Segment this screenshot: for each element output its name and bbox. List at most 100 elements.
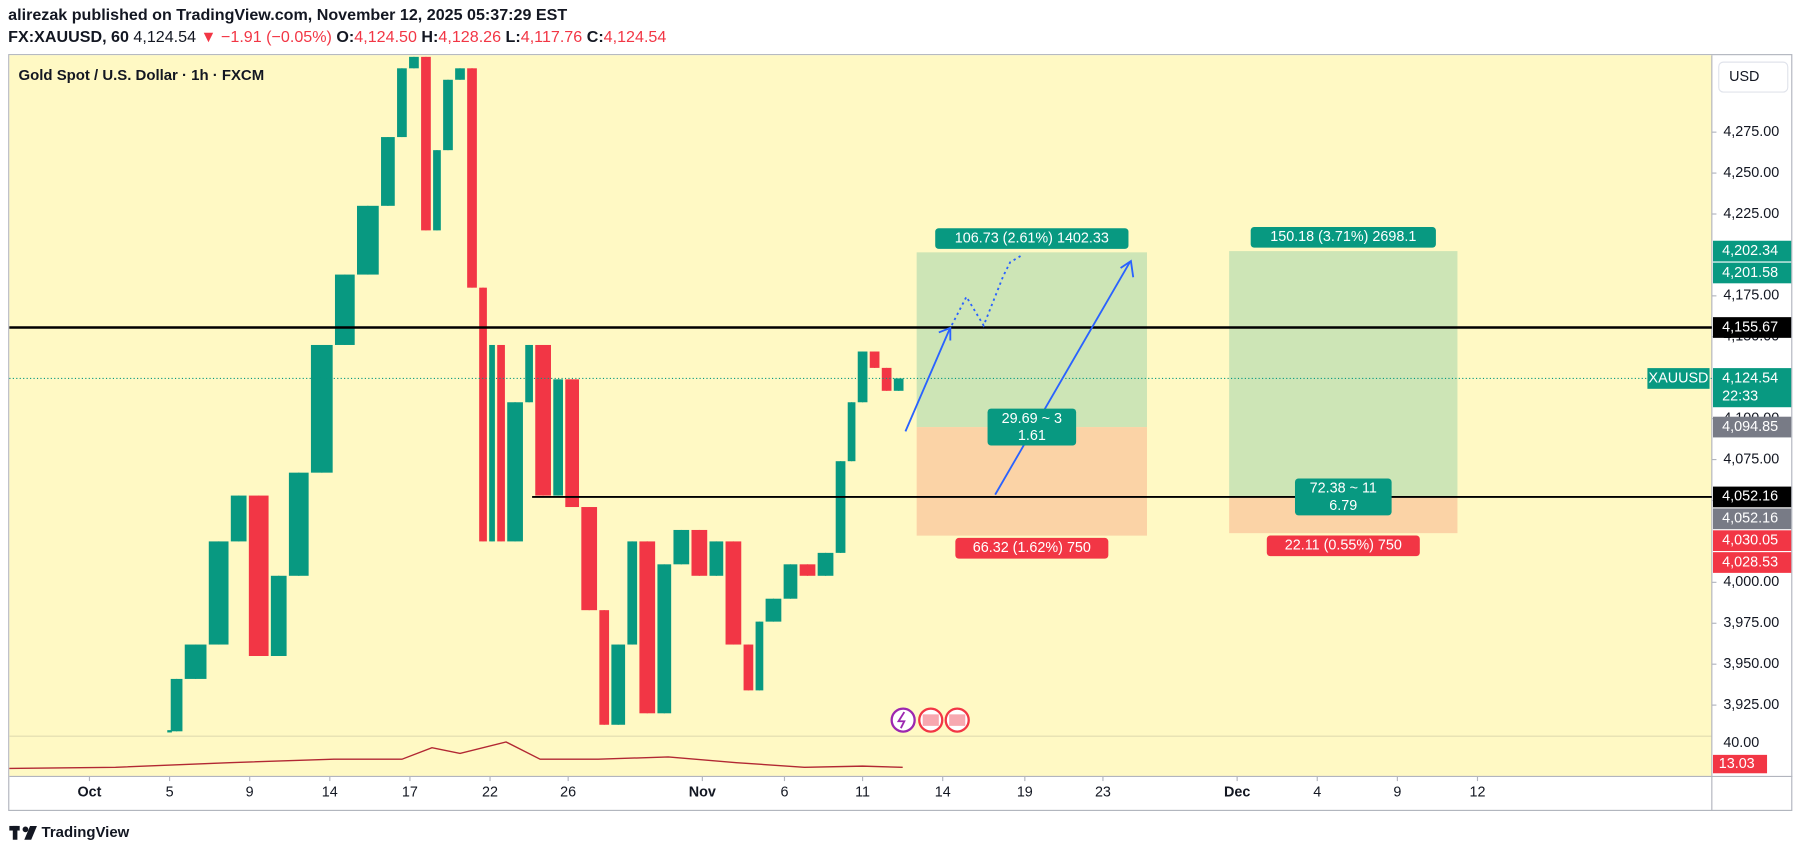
logo-part xyxy=(12,825,18,840)
x-tick-label: 17 xyxy=(402,784,418,800)
candle-body xyxy=(709,541,724,576)
candle-body xyxy=(565,379,580,508)
candle-body xyxy=(881,367,892,391)
candle-body xyxy=(639,541,656,714)
target-pill xyxy=(935,228,1129,249)
currency: USD xyxy=(1729,69,1759,85)
candle-body xyxy=(525,344,533,403)
candle-body xyxy=(489,344,495,542)
price-tag-label: 4,030.05 xyxy=(1722,532,1778,548)
target-zone xyxy=(916,252,1148,428)
author-line: alirezak published on TradingView.com, N… xyxy=(8,6,567,24)
price-tag xyxy=(1712,508,1792,530)
x-tick-label: 23 xyxy=(1095,784,1111,800)
open: 4,124.50 xyxy=(354,28,417,46)
price-tag xyxy=(1712,240,1792,262)
candle-body xyxy=(553,379,564,496)
stop-text: 22.11 (0.55%) 750 xyxy=(1285,538,1402,554)
price-tag-label: 4,094.85 xyxy=(1722,419,1778,435)
arrow-line xyxy=(994,261,1131,496)
candle-body xyxy=(356,205,379,275)
price-tag xyxy=(1712,552,1792,573)
candle-body xyxy=(783,564,798,599)
y-tick-label: 4,225.00 xyxy=(1723,206,1779,222)
last: 4,124.54 xyxy=(133,28,196,46)
y-tick-label: 4,175.00 xyxy=(1723,288,1779,304)
drawings xyxy=(904,254,1135,496)
y-tick-label: 4,275.00 xyxy=(1723,124,1779,140)
candle-body xyxy=(817,552,834,576)
indicator-tick-label: 40.00 xyxy=(1723,735,1759,751)
candle-body xyxy=(507,402,523,542)
candle-body xyxy=(170,678,183,732)
arrow-head xyxy=(1120,259,1135,278)
y-tick-label: 3,925.00 xyxy=(1723,697,1779,713)
price-tag xyxy=(1712,368,1792,408)
currency-box xyxy=(1718,61,1789,93)
x-tick-label: 4 xyxy=(1313,784,1321,800)
candle-body xyxy=(627,541,638,645)
close: 4,124.54 xyxy=(604,28,667,46)
candle-body xyxy=(270,575,287,657)
ratio: 6.79 xyxy=(1329,498,1357,514)
candle-body xyxy=(443,79,453,151)
target-text: 150.18 (3.71%) 2698.1 xyxy=(1270,229,1416,245)
y-tick-label: 4,075.00 xyxy=(1723,451,1779,467)
candle-body xyxy=(857,351,868,403)
candle-body xyxy=(397,68,407,138)
y-tick-label: 3,975.00 xyxy=(1723,615,1779,631)
candle-body xyxy=(725,541,742,645)
candle-body xyxy=(409,56,419,69)
ratio-text: 29.69 ~ 3 xyxy=(1002,411,1062,427)
y-tick-label: 4,250.00 xyxy=(1723,165,1779,181)
candle-body xyxy=(743,644,754,691)
chart-title: Gold Spot / U.S. Dollar · 1h · FXCM xyxy=(19,67,265,84)
x-tick-label: 22 xyxy=(482,784,498,800)
stop-text: 66.32 (1.62%) 750 xyxy=(973,540,1091,556)
event-icons xyxy=(890,707,970,733)
x-tick-label: 14 xyxy=(935,784,951,800)
author: alirezak published on TradingView.com, N… xyxy=(8,6,567,24)
candle-body xyxy=(310,344,333,473)
countdown: 22:33 xyxy=(1722,389,1758,405)
target-zone xyxy=(1229,251,1458,497)
x-tick-label: 6 xyxy=(780,784,788,800)
candle-body xyxy=(869,351,880,368)
candle-body xyxy=(433,150,441,231)
candle-body xyxy=(835,461,846,553)
symbol-tag-label: XAUUSD xyxy=(1649,370,1709,386)
candle-body xyxy=(799,564,816,576)
candle-body xyxy=(467,68,477,288)
candle-body xyxy=(248,495,269,657)
footer-brand: TradingView xyxy=(42,824,130,841)
symbol-tag xyxy=(1647,368,1710,389)
candle-body xyxy=(334,274,355,345)
price-tag xyxy=(1712,416,1792,438)
x-tick-label: 19 xyxy=(1017,784,1033,800)
low: 4,117.76 xyxy=(521,28,583,46)
open-label: O: xyxy=(336,28,354,46)
candle-body xyxy=(599,610,610,725)
x-tick-label: 12 xyxy=(1470,784,1486,800)
candle-body xyxy=(657,564,672,714)
x-tick-label: 11 xyxy=(855,784,870,800)
price-tag xyxy=(1712,530,1792,552)
price-tag-label: 4,202.34 xyxy=(1722,243,1778,259)
candle-body xyxy=(184,644,207,679)
stop-pill xyxy=(955,537,1109,559)
candle-body xyxy=(893,378,904,391)
candle-body xyxy=(381,137,395,206)
x-tick-label: 26 xyxy=(560,784,576,800)
footer-logo xyxy=(9,825,37,840)
event-icon xyxy=(922,714,939,726)
indicator-line xyxy=(9,741,903,770)
price-tag-label: 4,028.53 xyxy=(1722,554,1778,570)
target-text: 106.73 (2.61%) 1402.33 xyxy=(955,230,1109,246)
candle-body xyxy=(673,529,690,565)
event-icon xyxy=(896,711,906,729)
logo-part xyxy=(22,826,29,833)
indicator-tag-label: 13.03 xyxy=(1719,756,1755,772)
high-label: H: xyxy=(421,28,438,46)
price-tag-label: 4,124.54 xyxy=(1722,370,1778,386)
low-label: L: xyxy=(506,28,521,46)
